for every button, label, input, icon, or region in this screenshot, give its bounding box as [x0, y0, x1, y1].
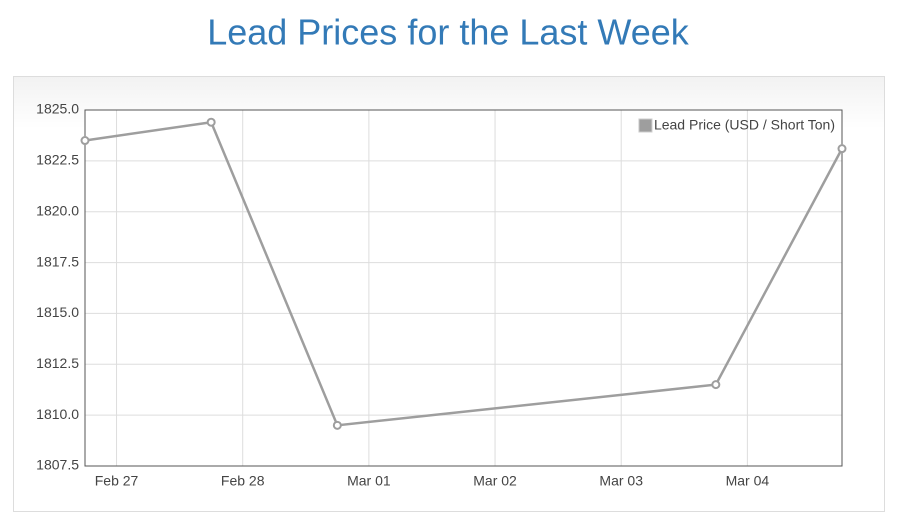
y-tick-label: 1820.0: [36, 202, 79, 218]
x-tick-label: Mar 04: [726, 473, 770, 489]
plot-area: [85, 110, 842, 466]
point: [80, 136, 90, 146]
y-tick-label: 1812.5: [36, 355, 79, 371]
point: [837, 144, 847, 154]
point: [711, 380, 721, 390]
x-tick-label: Mar 03: [599, 473, 643, 489]
y-tick-label: 1815.0: [36, 304, 79, 320]
x-tick-label: Feb 28: [221, 473, 265, 489]
y-tick-label: 1810.0: [36, 406, 79, 422]
plot-border: [84, 109, 843, 467]
y-tick-label: 1825.0: [36, 101, 79, 117]
x-tick-label: Mar 02: [473, 473, 517, 489]
chart-title: Lead Prices for the Last Week: [207, 12, 690, 53]
y-tick-label: 1817.5: [36, 253, 79, 269]
y-tick-label: 1822.5: [36, 152, 79, 168]
x-tick-label: Feb 27: [95, 473, 139, 489]
y-tick-label: 1807.5: [36, 457, 79, 473]
legend-label: Lead Price (USD / Short Ton): [654, 117, 835, 133]
point: [206, 117, 216, 127]
point: [332, 420, 342, 430]
x-tick-label: Mar 01: [347, 473, 391, 489]
legend-swatch: [638, 118, 653, 133]
